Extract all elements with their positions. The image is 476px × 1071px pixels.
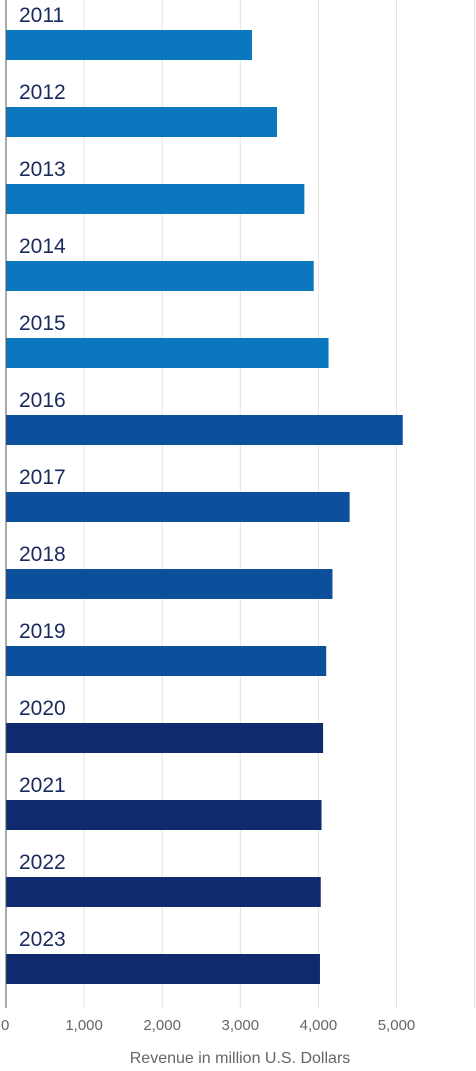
x-tick-label: 3,000 bbox=[222, 1017, 260, 1034]
category-label-2020: 2020 bbox=[19, 697, 66, 720]
bar-2013 bbox=[6, 184, 305, 214]
category-label-2011: 2011 bbox=[19, 4, 64, 27]
x-axis-title: Revenue in million U.S. Dollars bbox=[130, 1050, 351, 1067]
category-label-2021: 2021 bbox=[19, 774, 66, 797]
x-tick-label: 1,000 bbox=[65, 1017, 103, 1034]
category-labels: 2011 2012 2013 2014 2015 2016 2017 2018 2019 2020… bbox=[19, 4, 66, 951]
bar-2019 bbox=[6, 646, 327, 676]
x-tick-label: 0 bbox=[1, 1017, 9, 1034]
bars bbox=[6, 30, 403, 984]
category-label-2019: 2019 bbox=[19, 620, 66, 643]
category-label-2023: 2023 bbox=[19, 928, 66, 951]
bar-2020 bbox=[6, 723, 324, 753]
bar-2022 bbox=[6, 877, 321, 907]
x-tick-label: 2,000 bbox=[143, 1017, 181, 1034]
category-label-2014: 2014 bbox=[19, 235, 66, 258]
bar-2018 bbox=[6, 569, 333, 599]
category-label-2016: 2016 bbox=[19, 389, 66, 412]
category-label-2013: 2013 bbox=[19, 158, 66, 181]
x-tick-labels: 0 1,000 2,000 3,000 4,000 5,000 bbox=[1, 1017, 415, 1034]
x-tick-label: 5,000 bbox=[378, 1017, 416, 1034]
category-label-2012: 2012 bbox=[19, 81, 66, 104]
category-label-2018: 2018 bbox=[19, 543, 66, 566]
bar-2017 bbox=[6, 492, 350, 522]
bar-2016 bbox=[6, 415, 403, 445]
bar-2015 bbox=[6, 338, 329, 368]
bar-2011 bbox=[6, 30, 253, 60]
bar-2021 bbox=[6, 800, 322, 830]
x-tick-label: 4,000 bbox=[300, 1017, 338, 1034]
category-label-2022: 2022 bbox=[19, 851, 66, 874]
category-label-2017: 2017 bbox=[19, 466, 66, 489]
bar-2023 bbox=[6, 954, 320, 984]
bar-2014 bbox=[6, 261, 314, 291]
category-label-2015: 2015 bbox=[19, 312, 66, 335]
bar-2012 bbox=[6, 107, 278, 137]
